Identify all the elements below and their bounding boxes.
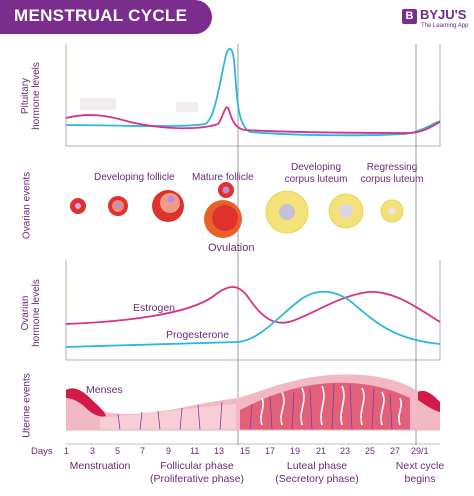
day-tick: 3 xyxy=(90,446,96,456)
day-tick: 29/1 xyxy=(411,446,429,456)
next-cycle-line2: begins xyxy=(404,473,436,485)
next-cycle-line1: Next cycle xyxy=(395,460,445,472)
follicle-1 xyxy=(70,198,86,214)
brand-logo: B BYJU'S The Learning App xyxy=(402,7,472,35)
menses-label: Menses xyxy=(86,384,123,396)
day-tick: 13 xyxy=(214,446,225,456)
follicular-phase-label: Follicular phase (Proliferative phase) xyxy=(142,460,252,486)
day-tick: 9 xyxy=(166,446,172,456)
day-tick: 21 xyxy=(316,446,327,456)
regressing-corpus-luteum xyxy=(380,199,404,223)
placeholder-box-1 xyxy=(80,98,116,110)
page-title: MENSTRUAL CYCLE xyxy=(14,6,188,25)
panel-frames xyxy=(65,44,441,361)
day-tick: 1 xyxy=(64,446,70,456)
luteal-line2: (Secretory phase) xyxy=(275,473,359,485)
developing-corpus-luteum-label: Developing corpus luteum xyxy=(276,162,356,186)
corpus-luteum-1 xyxy=(265,190,309,234)
uterine-coiled-glands xyxy=(260,385,402,426)
mature-follicle-label: Mature follicle xyxy=(192,172,254,183)
logo-mark-icon: B xyxy=(402,9,417,24)
luteal-line1: Luteal phase xyxy=(286,460,348,472)
menstruation-label: Menstruation xyxy=(69,460,131,472)
regressing-corpus-luteum-line2: corpus luteum xyxy=(360,174,424,185)
day-tick: 5 xyxy=(115,446,121,456)
ovarian-hormone-label-line2: hormone levels xyxy=(31,279,42,347)
day-tick: 17 xyxy=(265,446,276,456)
menstruation-phase-label: Menstruation xyxy=(60,460,140,473)
pituitary-label-line2: hormone levels xyxy=(31,62,42,130)
logo-tagline: The Learning App xyxy=(421,23,469,29)
progesterone-curve xyxy=(65,290,441,348)
follicle-2 xyxy=(108,196,128,216)
developing-follicle-label: Developing follicle xyxy=(94,172,175,183)
ovarian-hormone-frame xyxy=(65,260,441,361)
follicle-3 xyxy=(152,190,184,222)
pituitary-label-line1: Pituitary xyxy=(20,77,31,115)
day-tick: 25 xyxy=(365,446,376,456)
developing-corpus-luteum-line2: corpus luteum xyxy=(284,174,348,185)
ovulation-label: Ovulation xyxy=(208,242,255,254)
mature-follicle xyxy=(218,182,234,198)
uterine-mid xyxy=(100,404,236,430)
ovarian-events-axis-label: Ovarian events xyxy=(22,161,33,251)
luteal-phase-label: Luteal phase (Secretory phase) xyxy=(262,460,372,486)
day-tick: 15 xyxy=(240,446,251,456)
day-tick: 11 xyxy=(190,446,200,456)
fsh-curve xyxy=(65,106,441,134)
ovarian-hormone-axis-label: Ovarian hormone levels xyxy=(20,268,42,358)
placeholder-box-2 xyxy=(176,102,198,112)
lh-curve xyxy=(65,47,441,137)
regressing-corpus-luteum-label: Regressing corpus luteum xyxy=(352,162,432,186)
day-tick: 23 xyxy=(340,446,351,456)
follicular-line1: Follicular phase xyxy=(160,460,234,472)
regressing-corpus-luteum-line1: Regressing xyxy=(366,162,418,173)
next-cycle-label: Next cycle begins xyxy=(382,460,458,486)
day-tick: 27 xyxy=(390,446,401,456)
estrogen-curve xyxy=(65,286,441,325)
uterine-lining xyxy=(66,374,440,431)
ovarian-events-row xyxy=(70,182,404,238)
developing-corpus-luteum-line1: Developing xyxy=(290,162,342,173)
corpus-luteum-2 xyxy=(328,193,364,229)
pituitary-frame xyxy=(65,44,441,147)
days-label: Days xyxy=(31,446,53,457)
logo-name: BYJU'S xyxy=(420,7,467,22)
title-banner: MENSTRUAL CYCLE xyxy=(0,0,212,34)
follicular-line2: (Proliferative phase) xyxy=(150,473,244,485)
day-tick: 19 xyxy=(290,446,301,456)
day-tick: 7 xyxy=(140,446,146,456)
pituitary-axis-label: Pituitary hormone levels xyxy=(20,51,42,141)
progesterone-label: Progesterone xyxy=(166,329,230,341)
uterine-events-axis-label: Uterine events xyxy=(22,361,33,451)
ovarian-hormone-label-line1: Ovarian xyxy=(20,295,31,331)
uterine-events-label: Uterine events xyxy=(21,373,33,438)
next-menses-blood xyxy=(418,390,440,412)
ovarian-events-label: Ovarian events xyxy=(21,171,33,240)
menses-blood xyxy=(66,388,106,417)
uterine-vessels xyxy=(117,383,393,431)
estrogen-label: Estrogen xyxy=(133,302,176,314)
ruptured-follicle xyxy=(204,200,242,238)
